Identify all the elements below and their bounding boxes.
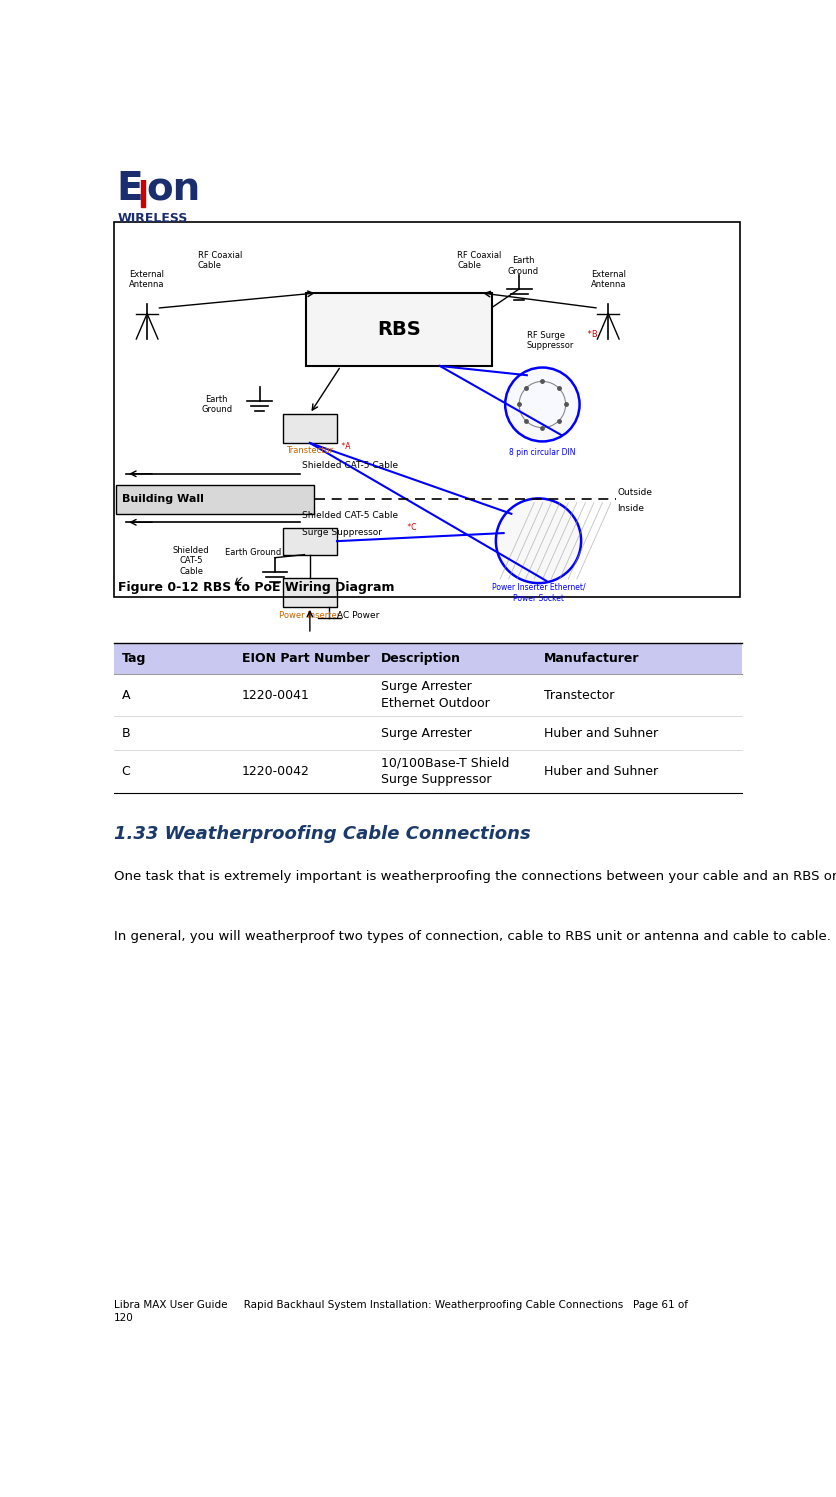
Text: Earth
Ground: Earth Ground [201, 395, 232, 415]
Text: on: on [146, 171, 201, 208]
Text: RF Coaxial
Cable: RF Coaxial Cable [457, 251, 502, 269]
Bar [114, 644, 742, 674]
Text: EION Part Number: EION Part Number [242, 653, 370, 665]
Text: B: B [121, 726, 130, 740]
Text: Earth
Ground: Earth Ground [507, 256, 538, 275]
Text: Shielded CAT-5 Cable: Shielded CAT-5 Cable [302, 461, 398, 470]
Text: Surge Suppressor: Surge Suppressor [302, 528, 382, 537]
Text: Building Wall: Building Wall [121, 494, 203, 504]
Text: Shielded CAT-5 Cable: Shielded CAT-5 Cable [302, 510, 398, 519]
Text: *A: *A [339, 442, 350, 451]
Text: Transtector: Transtector [286, 446, 334, 455]
Text: Power Inserter Ethernet/
Power Socket: Power Inserter Ethernet/ Power Socket [492, 582, 585, 603]
Text: *C: *C [405, 522, 416, 531]
Text: Huber and Suhner: Huber and Suhner [544, 726, 658, 740]
Text: RF Surge
Suppressor: RF Surge Suppressor [527, 331, 574, 350]
Text: AC Power: AC Power [337, 611, 380, 620]
Text: 1.33 Weatherproofing Cable Connections: 1.33 Weatherproofing Cable Connections [114, 825, 531, 843]
Text: A: A [121, 689, 130, 702]
Text: 1220-0041: 1220-0041 [242, 689, 309, 702]
Text: Manufacturer: Manufacturer [544, 653, 640, 665]
Circle shape [505, 368, 579, 442]
Bar [306, 293, 492, 365]
Bar [116, 485, 314, 513]
Bar [283, 413, 337, 443]
Text: External
Antenna: External Antenna [590, 269, 626, 289]
Text: C: C [121, 765, 130, 778]
Text: *B: *B [585, 331, 598, 340]
Text: External
Antenna: External Antenna [130, 269, 165, 289]
Text: One task that is extremely important is weatherproofing the connections between : One task that is extremely important is … [114, 870, 836, 883]
Text: Shielded
CAT-5
Cable: Shielded CAT-5 Cable [173, 546, 210, 576]
Text: Surge Arrester
Ethernet Outdoor: Surge Arrester Ethernet Outdoor [381, 681, 490, 710]
Bar [283, 578, 337, 606]
Text: Transtector: Transtector [544, 689, 614, 702]
Text: 10/100Base-T Shield
Surge Suppressor: 10/100Base-T Shield Surge Suppressor [381, 756, 510, 786]
Text: Libra MAX User Guide     Rapid Backhaul System Installation: Weatherproofing Cab: Libra MAX User Guide Rapid Backhaul Syst… [114, 1299, 688, 1323]
Bar [283, 527, 337, 554]
Bar [114, 222, 740, 597]
Text: Description: Description [381, 653, 461, 665]
Text: E: E [116, 171, 143, 208]
Text: Outside: Outside [618, 488, 653, 497]
Text: Huber and Suhner: Huber and Suhner [544, 765, 658, 778]
Circle shape [496, 499, 581, 584]
Text: Tag: Tag [121, 653, 146, 665]
Text: RF Coaxial
Cable: RF Coaxial Cable [197, 251, 242, 269]
Text: In general, you will weatherproof two types of connection, cable to RBS unit or : In general, you will weatherproof two ty… [114, 930, 831, 943]
Text: Figure 0-12 RBS to PoE Wiring Diagram: Figure 0-12 RBS to PoE Wiring Diagram [118, 581, 395, 594]
Text: 8 pin circular DIN: 8 pin circular DIN [509, 448, 576, 457]
Text: Earth Ground: Earth Ground [225, 548, 282, 557]
Text: 1220-0042: 1220-0042 [242, 765, 309, 778]
Text: WIRELESS: WIRELESS [118, 213, 188, 225]
Bar [141, 172, 145, 207]
Text: Inside: Inside [618, 503, 645, 513]
Text: Surge Arrester: Surge Arrester [381, 726, 472, 740]
Text: Power Inserter: Power Inserter [279, 611, 340, 620]
Text: RBS: RBS [377, 320, 421, 338]
